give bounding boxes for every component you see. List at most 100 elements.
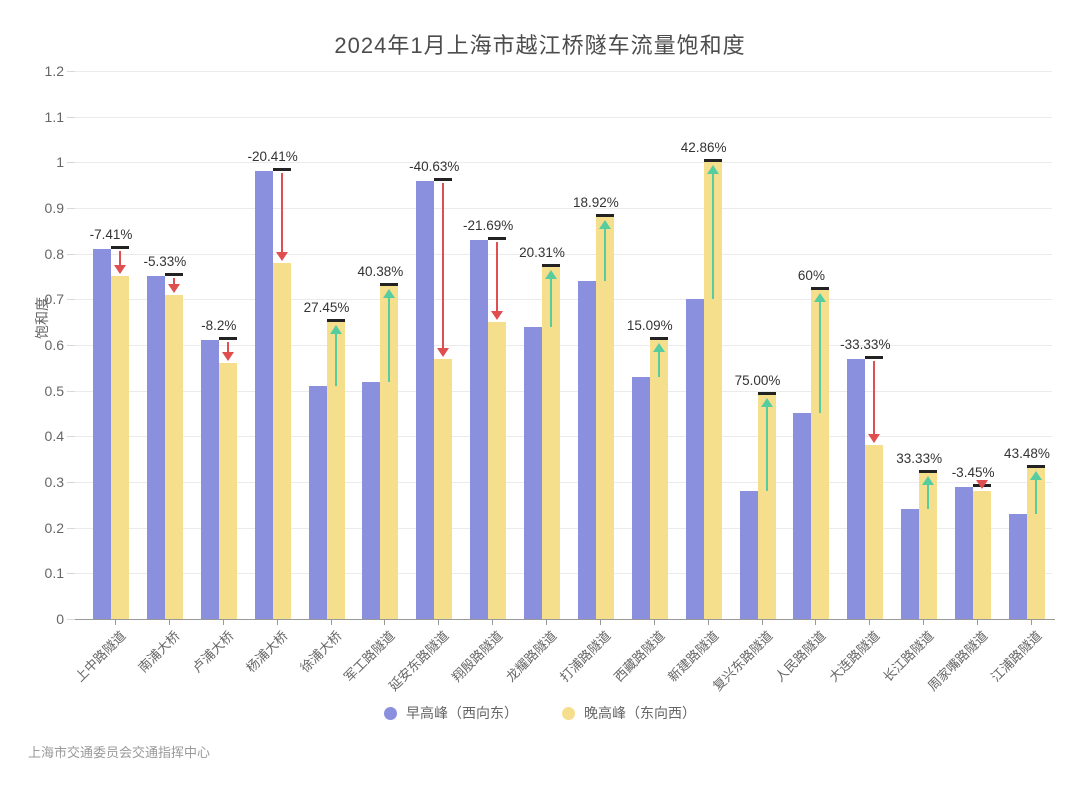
change-cap-杨浦大桥 — [272, 168, 291, 172]
change-label-上中路隧道: -7.41% — [89, 227, 133, 243]
y-axis-tick — [67, 162, 75, 164]
bar-evening-江浦路隧道[interactable] — [1026, 468, 1045, 619]
increase-arrow-shaft — [603, 228, 606, 282]
x-label-徐浦大桥: 徐浦大桥 — [296, 628, 345, 676]
decrease-arrow-shaft — [496, 241, 499, 313]
bar-evening-杨浦大桥[interactable] — [272, 262, 291, 619]
x-axis-tick — [546, 620, 548, 625]
change-cap-江浦路隧道 — [1026, 465, 1045, 469]
bar-evening-卢浦大桥[interactable] — [218, 363, 237, 619]
bar-morning-长江路隧道[interactable] — [901, 509, 920, 619]
change-label-西藏路隧道: 15.09% — [626, 318, 673, 334]
x-label-长江路隧道: 长江路隧道 — [880, 628, 937, 685]
change-label-龙耀路隧道: 20.31% — [519, 245, 565, 261]
y-axis-tick — [67, 207, 75, 209]
change-label-徐浦大桥: 27.45% — [303, 300, 350, 316]
x-label-江浦路隧道: 江浦路隧道 — [987, 628, 1045, 685]
bar-morning-杨浦大桥[interactable] — [254, 171, 273, 619]
x-label-翔殷路隧道: 翔殷路隧道 — [449, 628, 506, 685]
grid-line — [75, 481, 1052, 483]
change-label-大连路隧道: -33.33% — [840, 336, 891, 352]
chart-title: 2024年1月上海市越江桥隧车流量饱和度 — [334, 33, 746, 58]
x-label-杨浦大桥: 杨浦大桥 — [242, 628, 291, 676]
x-label-人民路隧道: 人民路隧道 — [772, 628, 830, 685]
grid-line — [75, 207, 1052, 209]
decrease-arrow-shaft — [280, 173, 283, 253]
bar-morning-新建路隧道[interactable] — [685, 299, 704, 619]
y-axis-tick — [67, 299, 75, 301]
legend-label-evening: 晚高峰（东向西） — [584, 705, 696, 721]
change-cap-人民路隧道 — [811, 287, 830, 291]
x-label-龙耀路隧道: 龙耀路隧道 — [503, 628, 560, 685]
bar-morning-复兴东路隧道[interactable] — [739, 491, 758, 619]
y-axis-tick — [67, 573, 75, 575]
bar-morning-人民路隧道[interactable] — [793, 413, 812, 619]
change-label-新建路隧道: 42.86% — [680, 140, 727, 156]
grid-line — [75, 390, 1052, 392]
bar-evening-徐浦大桥[interactable] — [326, 322, 345, 619]
bar-morning-打浦路隧道[interactable] — [577, 281, 596, 619]
grid-line — [75, 436, 1052, 438]
change-label-南浦大桥: -5.33% — [143, 254, 187, 270]
increase-arrow-shaft — [657, 351, 660, 377]
bar-morning-南浦大桥[interactable] — [146, 276, 165, 619]
change-label-长江路隧道: 33.33% — [896, 450, 943, 466]
bar-evening-周家嘴路隧道[interactable] — [973, 491, 992, 619]
x-axis-tick — [815, 620, 817, 625]
bar-evening-上中路隧道[interactable] — [111, 276, 129, 619]
x-axis-tick — [977, 620, 979, 625]
bar-morning-翔殷路隧道[interactable] — [470, 239, 489, 619]
change-cap-西藏路隧道 — [649, 337, 668, 341]
bar-evening-龙耀路隧道[interactable] — [542, 267, 561, 619]
bar-morning-西藏路隧道[interactable] — [631, 376, 650, 619]
change-cap-南浦大桥 — [164, 273, 183, 277]
x-axis-tick — [492, 620, 494, 625]
bar-evening-人民路隧道[interactable] — [811, 290, 830, 619]
bar-morning-大连路隧道[interactable] — [847, 358, 866, 619]
x-label-军工路隧道: 军工路隧道 — [341, 628, 399, 685]
decrease-arrow-icon — [114, 265, 126, 275]
bar-evening-西藏路隧道[interactable] — [649, 340, 668, 619]
bar-evening-复兴东路隧道[interactable] — [757, 395, 776, 619]
grid-line — [75, 527, 1052, 529]
grid-line — [75, 299, 1052, 301]
bar-evening-打浦路隧道[interactable] — [595, 217, 614, 619]
x-label-新建路隧道: 新建路隧道 — [664, 628, 722, 685]
bar-morning-军工路隧道[interactable] — [362, 381, 381, 619]
bar-morning-卢浦大桥[interactable] — [200, 340, 219, 619]
x-label-打浦路隧道: 打浦路隧道 — [556, 628, 614, 685]
change-label-翔殷路隧道: -21.69% — [463, 217, 514, 233]
bar-morning-江浦路隧道[interactable] — [1008, 513, 1027, 619]
increase-arrow-icon — [383, 288, 396, 298]
bar-morning-延安东路隧道[interactable] — [416, 180, 435, 619]
y-axis-tick — [67, 481, 75, 483]
decrease-arrow-shaft — [119, 251, 121, 267]
legend-item-evening-peak[interactable]: 晚高峰（东向西） — [562, 703, 696, 723]
bar-evening-南浦大桥[interactable] — [164, 294, 183, 619]
bar-evening-大连路隧道[interactable] — [865, 445, 884, 619]
bar-evening-新建路隧道[interactable] — [703, 162, 722, 619]
bar-morning-上中路隧道[interactable] — [93, 249, 111, 619]
legend-item-morning-peak[interactable]: 早高峰（西向东） — [384, 703, 518, 723]
decrease-arrow-icon — [221, 352, 234, 362]
increase-arrow-icon — [598, 220, 611, 230]
grid-line — [75, 344, 1052, 346]
x-axis-tick — [115, 620, 116, 625]
y-axis-tick — [67, 619, 75, 620]
increase-arrow-icon — [545, 270, 558, 280]
x-axis-line — [75, 619, 1055, 620]
bar-evening-军工路隧道[interactable] — [380, 285, 399, 619]
increase-arrow-icon — [706, 165, 719, 175]
bar-evening-长江路隧道[interactable] — [919, 472, 938, 619]
change-cap-打浦路隧道 — [595, 214, 614, 218]
grid-line — [75, 253, 1052, 255]
y-tick-label: 0.5 — [44, 382, 64, 399]
bar-morning-徐浦大桥[interactable] — [308, 386, 327, 619]
y-axis-tick — [67, 344, 75, 346]
bar-morning-周家嘴路隧道[interactable] — [955, 486, 974, 619]
bar-evening-翔殷路隧道[interactable] — [488, 322, 507, 619]
bar-morning-龙耀路隧道[interactable] — [524, 326, 543, 619]
increase-arrow-icon — [922, 475, 935, 485]
increase-arrow-shaft — [388, 296, 391, 382]
bar-evening-延安东路隧道[interactable] — [434, 358, 453, 619]
